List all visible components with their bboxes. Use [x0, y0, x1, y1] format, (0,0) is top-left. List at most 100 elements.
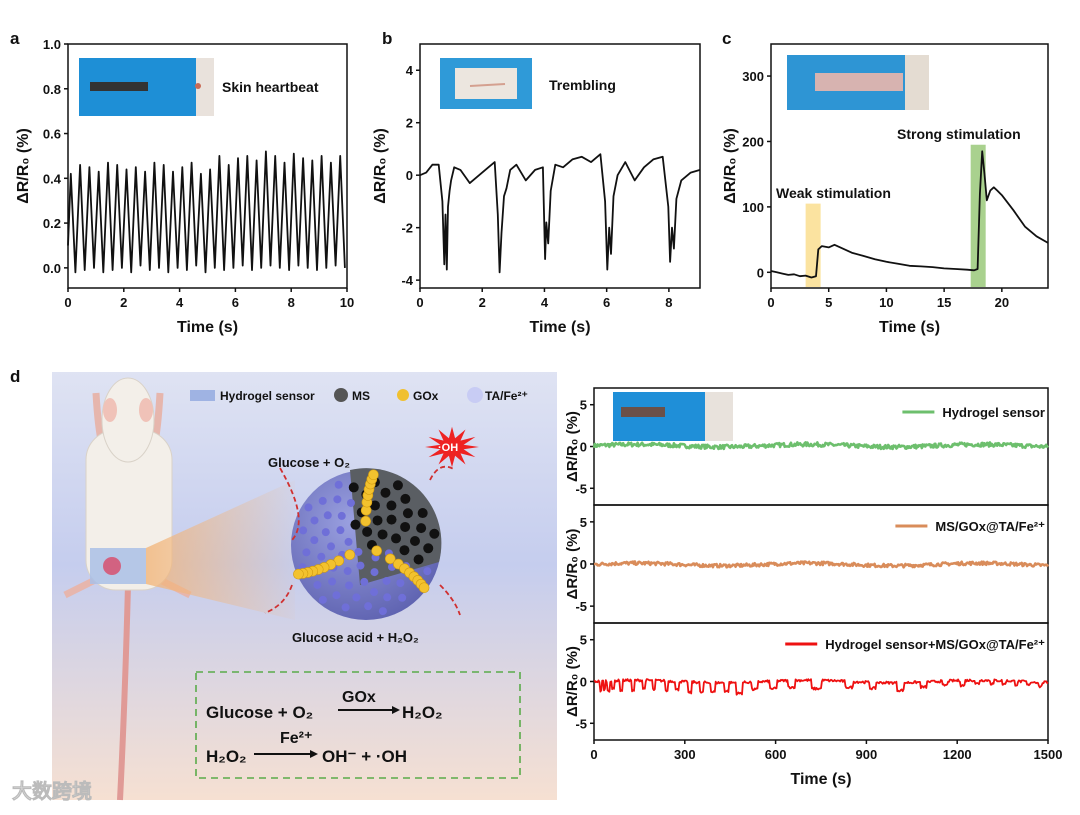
pore	[413, 554, 424, 565]
eq2-right: OH⁻ + ·OH	[322, 747, 407, 766]
y-tick-label: 2	[406, 116, 413, 131]
pore	[337, 511, 346, 520]
panel-label-b: b	[382, 29, 392, 48]
pore	[318, 595, 327, 604]
y-tick-label: 0.0	[43, 261, 61, 276]
x-tick-label: 6	[232, 295, 239, 310]
pore	[386, 514, 397, 525]
gox-particle	[344, 549, 356, 561]
y-tick-label: 0	[406, 168, 413, 183]
legend-hydrogel: Hydrogel sensor	[220, 389, 315, 403]
pore	[344, 537, 353, 546]
heartbeat-series	[67, 150, 346, 274]
y-tick-label: 100	[742, 200, 764, 215]
eq1-catalyst: GOx	[342, 689, 376, 706]
stimulation-label: Strong stimulation	[897, 126, 1021, 142]
pore	[341, 603, 350, 612]
y-tick-label: 300	[742, 69, 764, 84]
y-tick-label: 0	[580, 675, 587, 690]
chart-stimulation: 0 100 200 300 0 5 10 15 20 Time (s) ΔR/R₀ (%) Weak …	[722, 43, 1049, 336]
axes-frame	[67, 43, 348, 289]
pore	[382, 576, 391, 585]
pore	[370, 568, 379, 577]
y-tick-label: 0	[580, 440, 587, 455]
pore	[391, 533, 402, 544]
pore	[321, 528, 330, 537]
pore	[380, 487, 391, 498]
signal-series	[593, 678, 1049, 696]
pore	[400, 493, 411, 504]
y-tick-label: -2	[401, 221, 413, 236]
pore	[423, 543, 434, 554]
y-axis-label: ΔR/R₀ (%)	[564, 411, 581, 482]
pore	[354, 547, 363, 556]
pore	[334, 480, 343, 489]
x-tick-label: 10	[879, 295, 893, 310]
legend-ta-fe: TA/Fe²⁺	[485, 389, 528, 403]
pore	[348, 482, 359, 493]
pore	[386, 500, 397, 511]
pore	[310, 516, 319, 525]
stimulation-label: Weak stimulation	[776, 185, 891, 201]
eq1-right: H₂O₂	[402, 703, 443, 722]
y-tick-label: 0.4	[43, 171, 62, 186]
pore	[345, 581, 354, 590]
y-tick-label: 5	[580, 633, 587, 648]
pore	[402, 508, 413, 519]
x-tick-label: 0	[590, 747, 597, 762]
x-tick-label: 5	[825, 295, 832, 310]
x-tick-label: 15	[937, 295, 951, 310]
pore	[392, 480, 403, 491]
gox-particle	[371, 545, 382, 557]
pore	[396, 578, 405, 587]
x-tick-label: 2	[120, 295, 127, 310]
x-tick-label: 600	[765, 747, 787, 762]
pore	[356, 561, 365, 570]
pore	[352, 593, 361, 602]
pore	[362, 526, 373, 537]
stimulation-highlight	[970, 144, 986, 287]
y-tick-label: 200	[742, 134, 764, 149]
legend-label: Hydrogel sensor	[942, 405, 1045, 420]
inset-photo-e	[613, 392, 733, 441]
y-tick-label: 0.2	[43, 216, 61, 231]
y-tick-label: 0.6	[43, 127, 61, 142]
y-tick-label: 0	[757, 265, 764, 280]
pore	[417, 508, 428, 519]
pore	[399, 545, 410, 556]
x-tick-label: 4	[541, 295, 549, 310]
legend-label: Hydrogel sensor+MS/GOx@TA/Fe²⁺	[825, 637, 1045, 652]
y-tick-label: 5	[580, 398, 587, 413]
y-axis-label: ΔR/R₀ (%)	[564, 529, 581, 600]
pore	[323, 511, 332, 520]
stimulation-series	[770, 150, 1049, 279]
gox-particle	[384, 553, 396, 565]
y-tick-label: 0	[580, 557, 587, 572]
pore	[398, 593, 407, 602]
x-tick-label: 300	[674, 747, 696, 762]
mechanism-diagram: Hydrogel sensor MS GOx TA/Fe²⁺	[52, 372, 557, 801]
pore	[327, 542, 336, 551]
y-tick-label: -5	[575, 716, 587, 731]
pore	[328, 577, 337, 586]
pore	[332, 591, 341, 600]
pore	[409, 536, 420, 547]
panel-label-c: c	[722, 29, 731, 48]
glucose-o2-label: Glucose + O₂	[268, 455, 350, 470]
gox-particle	[360, 515, 372, 527]
pore	[333, 495, 342, 504]
pore	[336, 526, 345, 535]
y-axis-label: ΔR/R₀ (%)	[15, 128, 32, 204]
pore	[346, 498, 355, 507]
pore	[313, 580, 322, 589]
pore	[364, 602, 373, 611]
ta-fe-icon	[467, 387, 483, 403]
pore	[310, 536, 319, 545]
hydroxyl-burst-icon	[425, 426, 479, 468]
gox-particle	[293, 568, 304, 580]
inset-photo-c	[787, 55, 929, 110]
x-tick-label: 10	[340, 295, 354, 310]
pore	[372, 515, 383, 526]
